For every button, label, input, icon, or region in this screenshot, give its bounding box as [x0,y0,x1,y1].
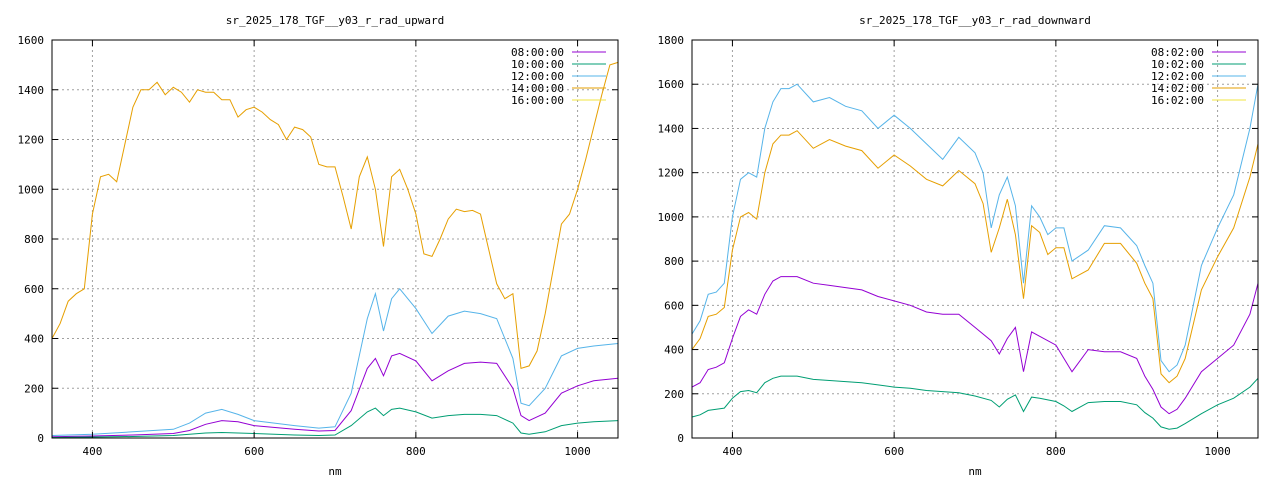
x-tick-label: 1000 [564,445,591,458]
legend-label: 16:00:00 [511,94,564,107]
y-tick-label: 1800 [658,34,685,47]
y-tick-label: 600 [24,283,44,296]
chart-1: sr_2025_178_TGF__y03_r_rad_upward 0 200 400… [18,14,619,478]
x-tick-label: 1000 [1204,445,1231,458]
legend-label: 08:02:00 [1151,46,1204,59]
y-tick-label: 200 [664,388,684,401]
x-axis-label: nm [328,465,342,478]
x-tick-label: 800 [406,445,426,458]
series-line-08-02-00 [691,276,1259,415]
y-tick-label: 1200 [18,134,45,147]
chart-title: sr_2025_178_TGF__y03_r_rad_downward [859,14,1091,27]
y-tick-label: 1000 [18,183,45,196]
y-tick-label: 400 [24,333,44,346]
legend-label: 14:02:00 [1151,82,1204,95]
chart-2: sr_2025_178_TGF__y03_r_rad_downward 0 200 4… [658,14,1259,478]
y-tick-label: 200 [24,382,44,395]
legend-label: 12:02:00 [1151,70,1204,83]
series-line-12-02-00 [691,83,1259,373]
x-axis-label: nm [968,465,982,478]
y-tick-label: 400 [664,344,684,357]
x-tick-label: 400 [82,445,102,458]
plot-frame [691,39,1259,439]
series-line-10-00-00 [51,407,619,438]
x-tick-label: 600 [244,445,264,458]
y-tick-label: 800 [24,233,44,246]
y-tick-label: 1600 [658,78,685,91]
series-line-10-02-00 [691,375,1259,430]
x-tick-label: 400 [722,445,742,458]
series-line-12-00-00 [51,288,619,436]
y-tick-label: 1600 [18,34,45,47]
y-tick-label: 0 [37,432,44,445]
legend-label: 16:02:00 [1151,94,1204,107]
series-line-14-00-00 [51,61,619,370]
y-tick-label: 1400 [18,84,45,97]
y-tick-label: 1200 [658,167,685,180]
x-tick-label: 600 [884,445,904,458]
legend-label: 08:00:00 [511,46,564,59]
y-tick-label: 1000 [658,211,685,224]
series-line-14-02-00 [691,130,1259,384]
legend-label: 10:02:00 [1151,58,1204,71]
series-line-08-00-00 [51,352,619,438]
y-tick-label: 600 [664,299,684,312]
legend-label: 14:00:00 [511,82,564,95]
legend-label: 12:00:00 [511,70,564,83]
chart-title: sr_2025_178_TGF__y03_r_rad_upward [226,14,445,27]
y-tick-label: 800 [664,255,684,268]
legend-label: 10:00:00 [511,58,564,71]
y-tick-label: 0 [677,432,684,445]
x-tick-label: 800 [1046,445,1066,458]
y-tick-label: 1400 [658,122,685,135]
